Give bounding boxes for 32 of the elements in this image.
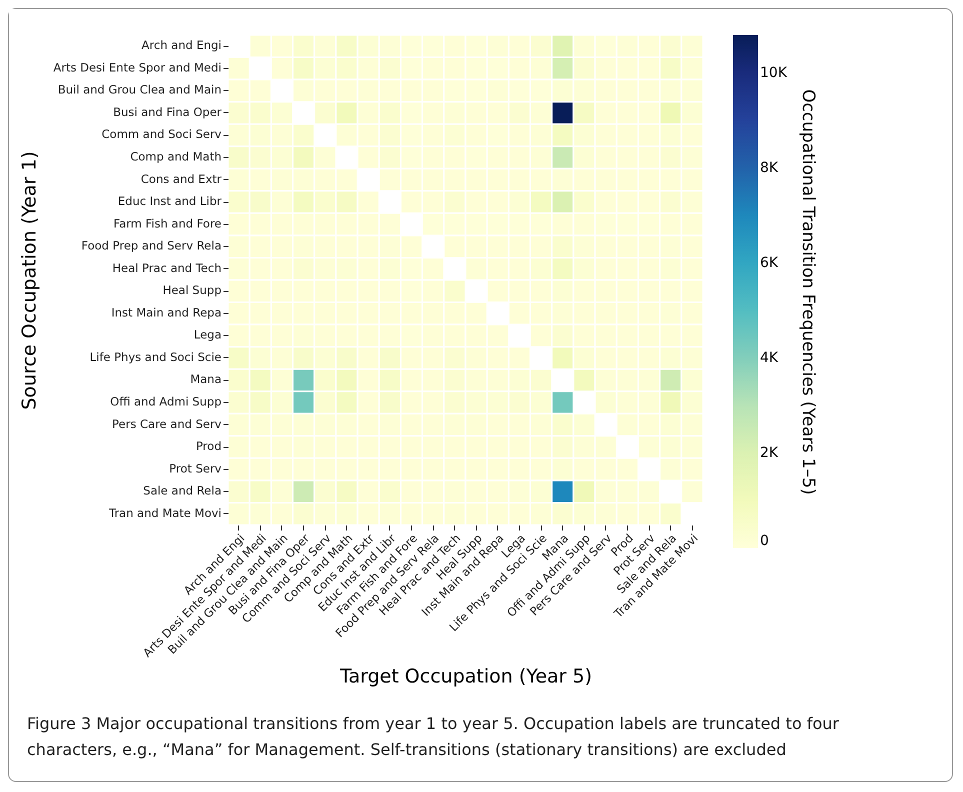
y-tick-label: Mana: [190, 372, 222, 386]
y-tick-label: Educ Inst and Libr: [118, 194, 222, 208]
color-bar-label: 6K: [760, 255, 779, 271]
y-tick-label: Food Prep and Serv Rela: [81, 238, 222, 253]
y-axis-title: Source Occupation (Year 1): [18, 151, 40, 410]
y-tick-label: Comm and Soci Serv: [102, 127, 222, 142]
y-tick-label: Arch and Engi: [142, 38, 222, 52]
y-tick-label: Prod: [196, 439, 222, 454]
y-tick-label: Cons and Extr: [140, 172, 222, 186]
y-tick-label: Inst Main and Repa: [111, 305, 222, 320]
y-tick-label: Prot Serv: [169, 461, 222, 476]
y-tick-label: Heal Supp: [162, 283, 222, 298]
color-bar-label: 10K: [760, 65, 788, 81]
y-tick-label: Offi and Admi Supp: [110, 394, 222, 408]
color-bar-label: 4K: [760, 350, 779, 366]
y-tick-label: Comp and Math: [130, 150, 222, 164]
y-tick-label: Life Phys and Soci Scie: [90, 350, 222, 364]
y-tick-label: Sale and Rela: [143, 484, 222, 498]
y-tick-label: Arts Desi Ente Spor and Medi: [53, 60, 222, 74]
color-bar-label: 0: [760, 533, 769, 549]
caption: Figure 3 Major occupational transitions from year 1 to year 5. Occupation labels are truncated to four characters, e.g., “Mana” for Management. Self-transitions (stationary transitions) are excluded: [27, 713, 840, 761]
y-tick-label: Heal Prac and Tech: [112, 260, 222, 275]
y-tick-label: Busi and Fina Oper: [113, 104, 222, 119]
x-axis-title: Target Occupation (Year 5): [338, 666, 592, 688]
color-bar-label: 2K: [760, 445, 779, 461]
y-tick-label: Lega: [194, 328, 222, 342]
color-bar-label: 8K: [760, 160, 779, 176]
y-tick-label: Farm Fish and Fore: [114, 216, 222, 230]
color-bar-title: Occupational Transition Frequencies (Years 1–5): [798, 89, 818, 495]
y-tick-label: Pers Care and Serv: [112, 416, 222, 431]
y-tick-label: Tran and Mate Movi: [108, 506, 222, 520]
y-tick-label: Buil and Grou Clea and Main: [58, 82, 222, 97]
